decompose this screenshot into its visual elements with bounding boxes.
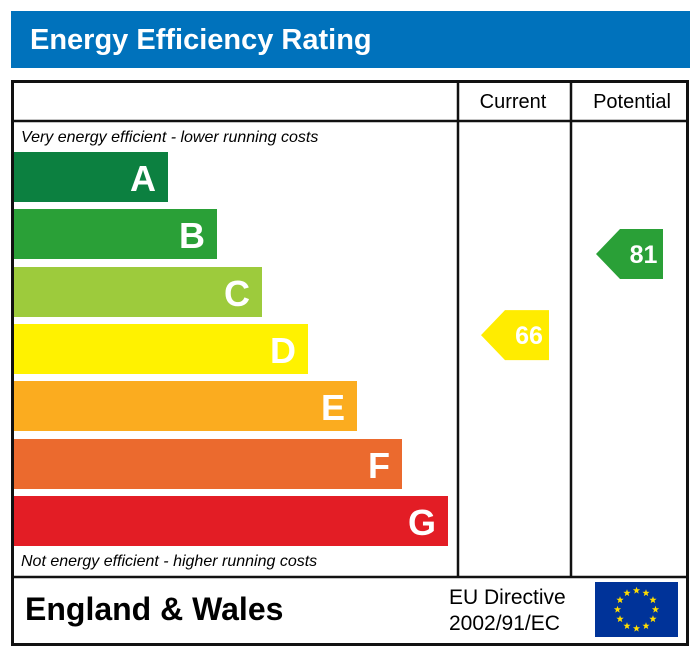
band-g <box>14 496 448 546</box>
band-letter-f: F <box>368 445 390 486</box>
band-letter-d: D <box>270 330 296 371</box>
band-a <box>14 152 168 202</box>
directive-line1: EU Directive <box>449 586 566 609</box>
star-icon <box>642 622 650 629</box>
star-icon <box>632 586 641 594</box>
current-rating-value: 66 <box>515 322 543 350</box>
band-b <box>14 209 217 259</box>
table-frame <box>11 80 689 646</box>
star-icon <box>623 589 631 597</box>
star-icon <box>642 589 650 597</box>
band-f <box>14 439 402 489</box>
star-icon <box>632 624 641 632</box>
title-bar <box>11 11 690 68</box>
band-letter-g: G <box>408 502 436 543</box>
top-note: Very energy efficient - lower running co… <box>21 129 318 146</box>
band-letter-c: C <box>224 273 250 314</box>
star-icon <box>616 596 624 604</box>
band-letter-b: B <box>179 215 205 256</box>
band-e <box>14 381 357 431</box>
band-d <box>14 324 308 374</box>
column-header-current: Current <box>480 91 547 113</box>
star-icon <box>651 605 660 613</box>
star-icon <box>613 605 622 613</box>
band-c <box>14 267 262 317</box>
star-icon <box>649 615 657 623</box>
footer-region: England & Wales <box>25 591 283 627</box>
star-icon <box>616 615 624 623</box>
star-icon <box>623 622 631 629</box>
current-rating-arrow <box>481 310 549 361</box>
bottom-note: Not energy efficient - higher running co… <box>21 553 317 570</box>
star-icon <box>649 596 657 604</box>
chart-title: Energy Efficiency Rating <box>30 24 372 56</box>
eu-flag-icon <box>595 582 678 637</box>
band-letter-e: E <box>321 387 345 428</box>
column-header-potential: Potential <box>593 91 671 113</box>
potential-rating-arrow <box>596 229 663 279</box>
band-letter-a: A <box>130 158 156 199</box>
directive-line2: 2002/91/EC <box>449 612 560 635</box>
potential-rating-value: 81 <box>630 241 658 269</box>
